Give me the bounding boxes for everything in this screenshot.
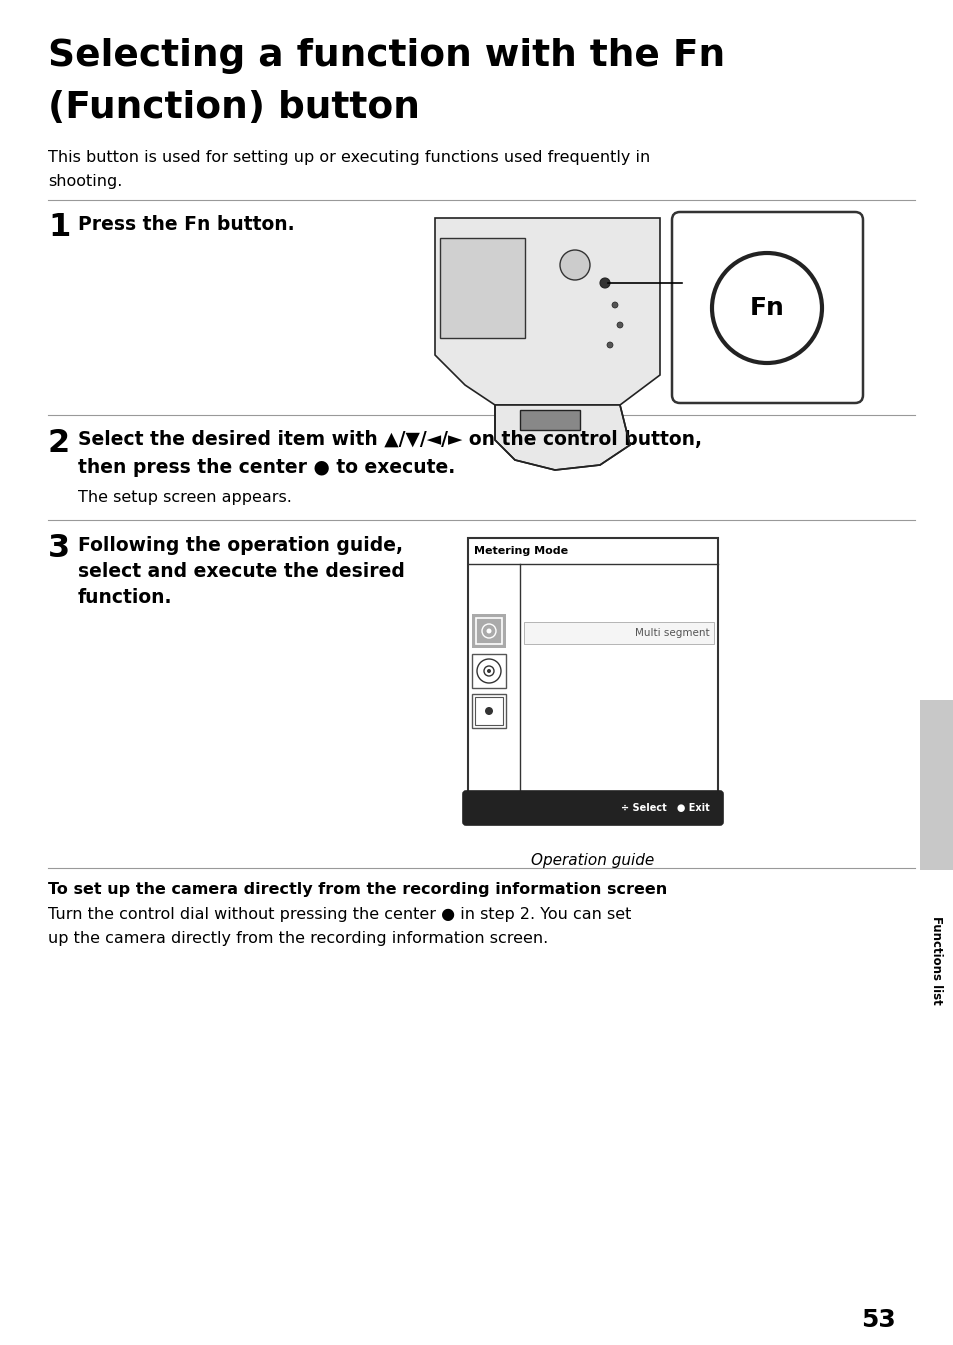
Text: Fn: Fn — [749, 296, 783, 320]
Text: then press the center ● to execute.: then press the center ● to execute. — [78, 459, 455, 477]
Circle shape — [606, 342, 613, 348]
Text: Turn the control dial without pressing the center ● in step 2. You can set: Turn the control dial without pressing t… — [48, 907, 631, 923]
Text: ÷ Select   ● Exit: ÷ Select ● Exit — [620, 803, 709, 812]
Text: 1: 1 — [48, 213, 71, 243]
Text: Functions list: Functions list — [929, 916, 943, 1005]
Text: (Function) button: (Function) button — [48, 90, 419, 126]
Text: 53: 53 — [860, 1307, 895, 1332]
Bar — [919, 699, 953, 870]
Circle shape — [711, 253, 821, 363]
Circle shape — [559, 250, 589, 280]
Polygon shape — [435, 218, 659, 405]
FancyBboxPatch shape — [671, 213, 862, 404]
Text: Press the Fn button.: Press the Fn button. — [78, 215, 294, 234]
Bar — [472, 694, 505, 728]
Text: shooting.: shooting. — [48, 174, 122, 190]
Bar — [468, 538, 718, 818]
Circle shape — [612, 303, 618, 308]
Bar — [472, 615, 505, 648]
Text: To set up the camera directly from the recording information screen: To set up the camera directly from the r… — [48, 882, 666, 897]
Circle shape — [486, 628, 491, 633]
Circle shape — [484, 707, 493, 716]
Text: Operation guide: Operation guide — [531, 853, 654, 868]
Bar — [472, 654, 505, 689]
Text: The setup screen appears.: The setup screen appears. — [78, 490, 292, 504]
Text: Selecting a function with the Fn: Selecting a function with the Fn — [48, 38, 724, 74]
Text: 2: 2 — [48, 428, 71, 459]
FancyBboxPatch shape — [462, 791, 722, 824]
Text: 3: 3 — [48, 533, 71, 564]
Bar — [472, 570, 505, 604]
Circle shape — [617, 321, 622, 328]
Bar — [476, 617, 501, 644]
Text: This button is used for setting up or executing functions used frequently in: This button is used for setting up or ex… — [48, 151, 650, 165]
Text: function.: function. — [78, 588, 172, 607]
Circle shape — [599, 278, 609, 288]
Bar — [475, 697, 502, 725]
Bar — [523, 621, 713, 644]
Bar — [519, 410, 579, 430]
Text: Multi segment: Multi segment — [635, 628, 709, 638]
Text: Following the operation guide,: Following the operation guide, — [78, 537, 402, 555]
Text: select and execute the desired: select and execute the desired — [78, 562, 404, 581]
Circle shape — [486, 668, 491, 672]
Text: up the camera directly from the recording information screen.: up the camera directly from the recordin… — [48, 931, 548, 946]
Text: Metering Mode: Metering Mode — [474, 546, 568, 555]
Polygon shape — [495, 405, 629, 469]
Text: Select the desired item with ▲/▼/◄/► on the control button,: Select the desired item with ▲/▼/◄/► on … — [78, 430, 701, 449]
Bar — [439, 238, 524, 338]
